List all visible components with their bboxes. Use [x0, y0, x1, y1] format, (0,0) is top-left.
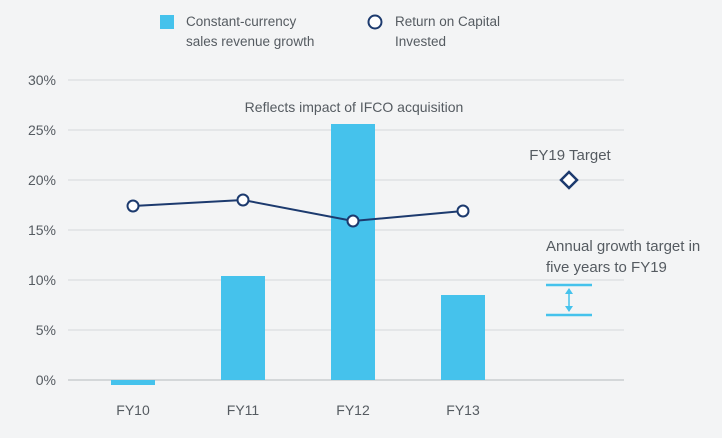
legend-line-label-line2: Invested: [395, 34, 446, 49]
legend: Constant-currency sales revenue growth R…: [160, 14, 500, 49]
bar: [441, 295, 485, 380]
x-tick-label: FY13: [446, 402, 480, 418]
roci-series-line: [132, 198, 464, 223]
range-arrow-up: [565, 288, 573, 294]
y-tick-label: 10%: [28, 272, 56, 288]
fy19-target-label: FY19 Target: [529, 147, 611, 164]
legend-line-marker: [367, 14, 383, 30]
growth-target-label-line2: five years to FY19: [546, 259, 667, 276]
legend-bar-swatch: [160, 15, 174, 29]
x-axis: FY10 FY11 FY12 FY13: [116, 402, 480, 418]
annotations: Reflects impact of IFCO acquisition FY19…: [245, 99, 700, 317]
legend-bar-label-line1: Constant-currency: [186, 14, 297, 29]
y-tick-label: 5%: [36, 322, 56, 338]
ifco-annotation: Reflects impact of IFCO acquisition: [245, 99, 464, 115]
bar: [331, 124, 375, 380]
roci-point: [236, 193, 250, 207]
legend-bar-label-line2: sales revenue growth: [186, 34, 314, 49]
legend-line-label-line1: Return on Capital: [395, 14, 500, 29]
roci-line: [126, 193, 470, 228]
roci-point: [126, 199, 140, 213]
fy19-target-diamond: [559, 170, 579, 190]
growth-target-label-line1: Annual growth target in: [546, 238, 700, 255]
range-arrow-down: [565, 306, 573, 312]
bar: [111, 380, 155, 385]
x-tick-label: FY11: [227, 402, 260, 418]
roci-point: [346, 214, 360, 228]
y-tick-label: 20%: [28, 172, 56, 188]
bars: [111, 124, 485, 385]
x-tick-label: FY10: [116, 402, 150, 418]
bar: [221, 276, 265, 380]
y-tick-label: 25%: [28, 122, 56, 138]
roci-point: [456, 204, 470, 218]
x-tick-label: FY12: [336, 402, 370, 418]
y-tick-label: 0%: [36, 372, 56, 388]
y-tick-label: 15%: [28, 222, 56, 238]
y-axis: 0% 5% 10% 15% 20% 25% 30%: [28, 72, 56, 388]
y-tick-label: 30%: [28, 72, 56, 88]
